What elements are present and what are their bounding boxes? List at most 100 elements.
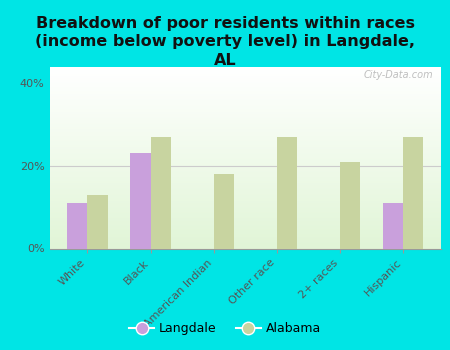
Bar [50,244,441,245]
Bar [50,88,441,89]
Bar [50,97,441,98]
Bar [50,206,441,208]
Bar [50,172,441,173]
Bar [50,169,441,170]
Bar [50,203,441,204]
Bar [50,92,441,93]
Bar [50,151,441,152]
Bar [50,182,441,183]
Bar [50,228,441,229]
Bar [50,240,441,241]
Bar [50,144,441,145]
Bar [50,214,441,215]
Bar [50,161,441,162]
Bar [50,165,441,166]
Bar [50,152,441,153]
Bar [50,95,441,96]
Bar [50,149,441,150]
Bar [50,233,441,234]
Bar [50,135,441,136]
Bar [50,246,441,247]
Bar [50,174,441,175]
Bar [50,99,441,100]
Bar [50,81,441,82]
Bar [50,105,441,106]
Bar [50,132,441,133]
Bar [50,190,441,191]
Bar [50,145,441,146]
Bar [50,213,441,214]
Bar [50,202,441,203]
Bar [50,242,441,243]
Bar [50,193,441,194]
Bar [50,126,441,127]
Bar [50,212,441,213]
Bar [50,123,441,124]
Bar [50,73,441,74]
Bar [50,189,441,190]
Bar [50,177,441,178]
Bar [50,147,441,148]
Bar [50,141,441,142]
Bar [50,232,441,233]
Bar [50,176,441,177]
Bar [50,111,441,112]
Bar [50,140,441,141]
Bar [50,178,441,179]
Bar [50,89,441,90]
Bar [50,100,441,101]
Bar [50,130,441,131]
Bar [50,162,441,163]
Bar [50,85,441,86]
Bar [214,174,234,248]
Bar [50,181,441,182]
Bar [50,155,441,156]
Bar [50,229,441,230]
Bar [50,127,441,128]
Bar [50,78,441,79]
Bar [50,200,441,201]
Bar [50,226,441,227]
Bar [50,224,441,225]
Bar [50,180,441,181]
Text: City-Data.com: City-Data.com [364,70,433,80]
Bar [50,125,441,126]
Bar [50,185,441,186]
Bar [50,192,441,193]
Bar [50,134,441,135]
Bar [50,154,441,155]
Bar [50,93,441,94]
Bar [50,225,441,226]
Bar [50,119,441,120]
Bar [50,74,441,75]
Bar [50,160,441,161]
Bar [50,66,441,68]
Bar [50,68,441,69]
Bar [50,230,441,231]
Bar [50,79,441,80]
Bar [50,136,441,138]
Bar [50,122,441,123]
Bar [50,209,441,210]
Bar [50,205,441,206]
Bar [50,84,441,85]
Bar [50,245,441,246]
Bar [50,112,441,113]
Bar [50,120,441,121]
Bar [277,137,297,248]
Bar [67,203,87,248]
Bar [50,143,441,144]
Bar [50,101,441,102]
Bar [50,167,441,168]
Bar [50,114,441,115]
Bar [50,195,441,196]
Bar [50,173,441,174]
Bar [50,80,441,81]
Bar [50,179,441,180]
Bar [50,198,441,200]
Bar [50,234,441,235]
Bar [50,194,441,195]
Bar [50,191,441,192]
Bar [50,168,441,169]
Bar [50,208,441,209]
